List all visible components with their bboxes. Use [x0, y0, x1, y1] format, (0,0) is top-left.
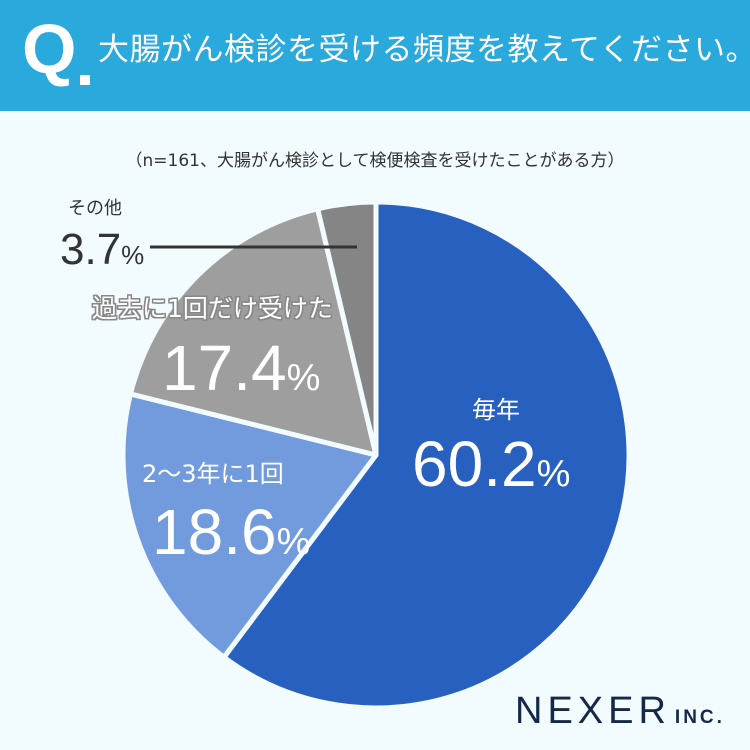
- logo-suffix: INC.: [674, 707, 725, 728]
- every-year-name: 毎年: [472, 396, 520, 424]
- other-unit: %: [121, 240, 145, 270]
- two-three-years-unit: %: [276, 521, 311, 563]
- slice-value-every-year: 60.2%: [412, 432, 570, 496]
- slice-label-every-year: 毎年: [472, 398, 520, 422]
- pie-slice-two-three-years: [120, 391, 379, 660]
- every-year-unit: %: [536, 453, 571, 495]
- slice-value-once-past: 17.4%: [162, 336, 320, 400]
- pie-slice-once-past: [127, 206, 379, 458]
- other-name: その他: [68, 198, 122, 219]
- other-value: 3.7: [60, 225, 122, 274]
- two-three-years-value: 18.6: [152, 496, 277, 568]
- once-past-unit: %: [286, 357, 321, 399]
- pie-slice-every-year: [221, 199, 632, 711]
- slice-value-other: 3.7%: [60, 228, 144, 272]
- sample-note: （n=161、大腸がん検診として検便検査を受けたことがある方）: [125, 151, 625, 171]
- logo-main: NEXER: [515, 690, 671, 732]
- q-dot-decoration: [80, 75, 90, 85]
- once-past-value: 17.4: [162, 332, 287, 404]
- slice-label-once-past: 過去に1回だけ受けた: [92, 296, 333, 321]
- slice-label-two-three-years: 2〜3年に1回: [142, 462, 284, 486]
- pie-slice-other: [315, 199, 379, 458]
- nexer-logo: NEXER INC.: [515, 692, 725, 730]
- q-mark: Q: [22, 10, 76, 88]
- slice-label-other: その他: [68, 200, 122, 218]
- every-year-value: 60.2: [412, 428, 537, 500]
- question-title: 大腸がん検診を受ける頻度を教えてください。: [98, 32, 750, 68]
- question-header: Q 大腸がん検診を受ける頻度を教えてください。: [0, 0, 750, 111]
- once-past-name: 過去に1回だけ受けた: [92, 294, 333, 323]
- slice-value-two-three-years: 18.6%: [152, 500, 310, 564]
- two-three-years-name: 2〜3年に1回: [142, 460, 284, 488]
- pie-slices: [120, 199, 632, 711]
